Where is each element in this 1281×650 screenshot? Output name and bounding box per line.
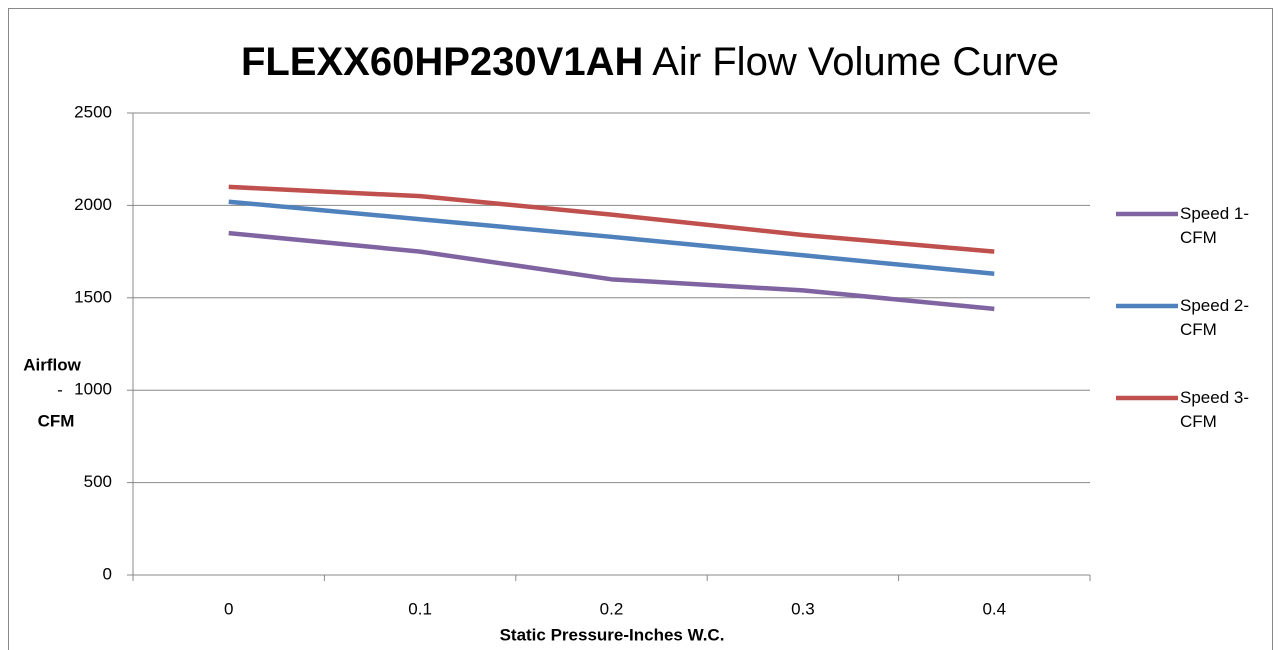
y-tick-label: 2000: [74, 195, 112, 214]
x-tick-label: 0.1: [408, 599, 432, 618]
y-tick-label: 0: [103, 564, 112, 583]
y-axis-title: -: [57, 380, 63, 399]
y-tick-label: 2500: [74, 102, 112, 121]
y-tick-label: 500: [84, 472, 112, 491]
y-tick-label: 1000: [74, 380, 112, 399]
x-tick-label: 0: [224, 599, 233, 618]
y-axis-title: CFM: [38, 411, 75, 430]
x-tick-label: 0.4: [982, 599, 1006, 618]
chart-border: [8, 8, 1273, 650]
x-axis-title: Static Pressure-Inches W.C.: [500, 625, 725, 644]
chart-title: FLEXX60HP230V1AH Air Flow Volume Curve: [241, 40, 1059, 84]
title-model: FLEXX60HP230V1AH: [241, 40, 643, 84]
legend-label: Speed 2-CFM: [1180, 296, 1249, 339]
x-tick-label: 0.3: [791, 599, 815, 618]
y-axis-title: Airflow: [23, 355, 81, 374]
y-tick-label: 1500: [74, 287, 112, 306]
series-line: [228, 230, 995, 312]
series-line: [228, 184, 995, 254]
x-tick-label: 0.2: [600, 599, 624, 618]
legend-label: Speed 1-CFM: [1180, 204, 1249, 247]
legend-label: Speed 3-CFM: [1180, 388, 1249, 431]
title-text: Air Flow Volume Curve: [652, 40, 1059, 84]
series-line: [228, 199, 995, 277]
